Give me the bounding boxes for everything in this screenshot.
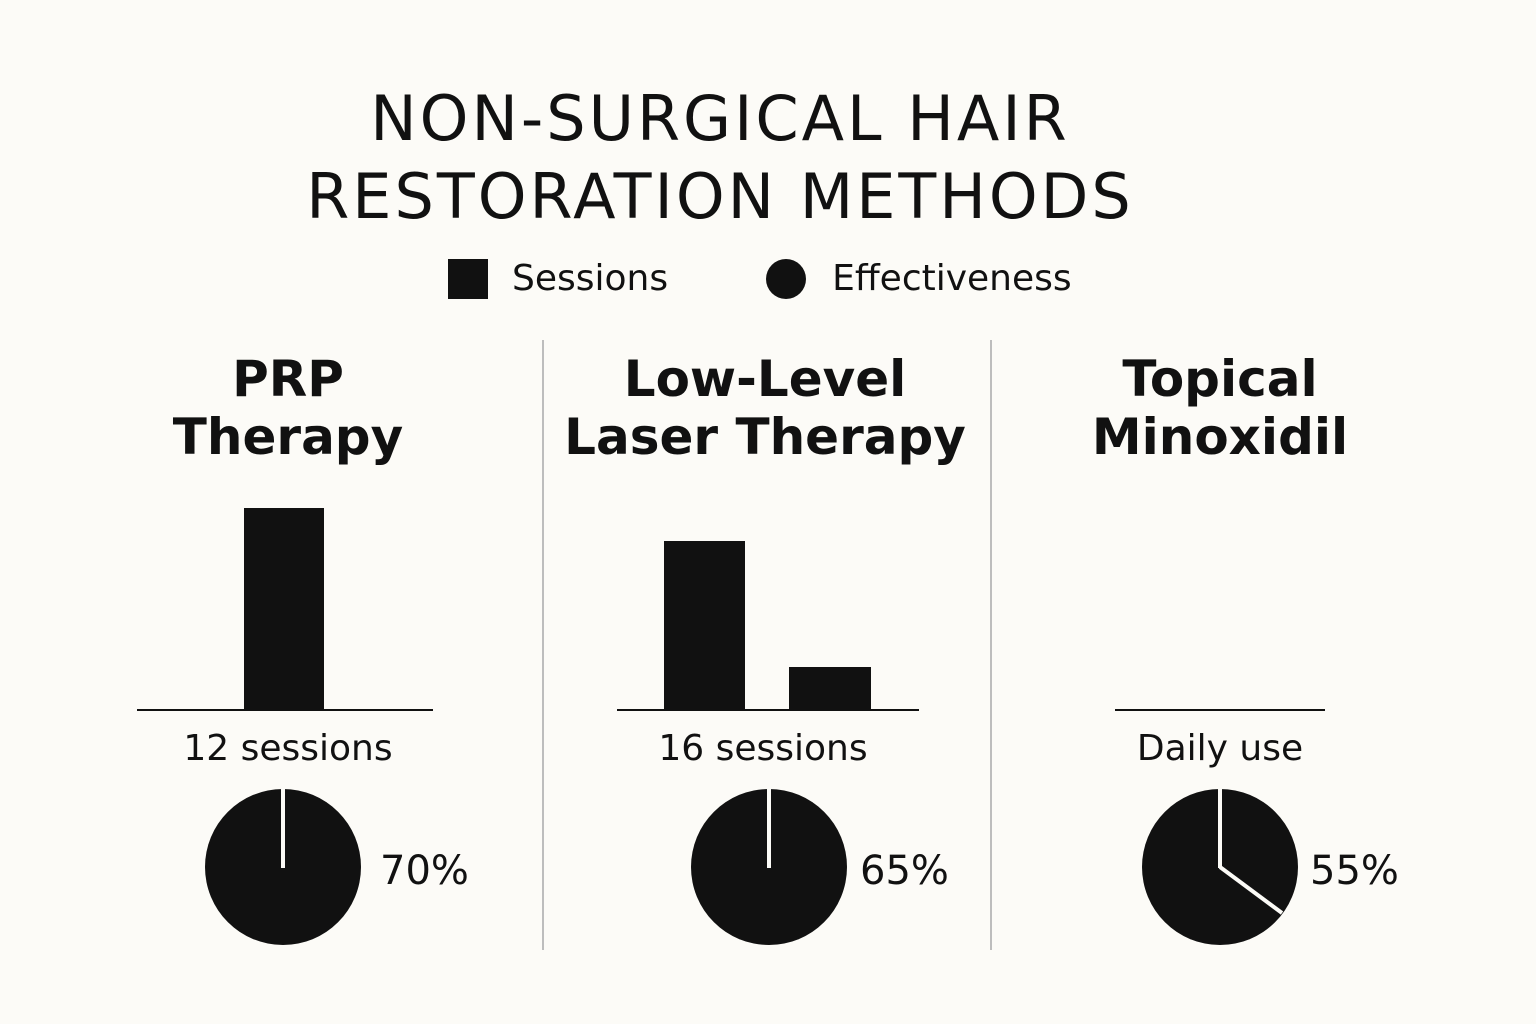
square-icon: [448, 258, 488, 299]
sessions-label: 12 sessions: [183, 728, 393, 769]
chart-title: NON-SURGICAL HAIR RESTORATION METHODS: [0, 80, 1440, 236]
sessions-bar-secondary: [789, 667, 871, 710]
divider: [542, 340, 544, 950]
effectiveness-value: 55%: [1310, 848, 1399, 894]
legend: Sessions Effectiveness: [448, 258, 1072, 299]
sessions-bar: [244, 508, 324, 710]
effectiveness-pie: [205, 788, 361, 945]
method-title-minoxidil: Topical Minoxidil: [1010, 350, 1430, 466]
baseline: [137, 709, 433, 711]
legend-effectiveness: Effectiveness: [832, 258, 1072, 299]
divider: [990, 340, 992, 950]
legend-sessions: Sessions: [512, 258, 669, 299]
sessions-label: Daily use: [1136, 728, 1304, 769]
method-title-line: Therapy: [172, 408, 404, 466]
title-line-1: NON-SURGICAL HAIR: [370, 82, 1070, 155]
method-title-line: Laser Therapy: [564, 408, 966, 466]
method-title-prp: PRP Therapy: [78, 350, 498, 466]
method-title-line: Minoxidil: [1091, 408, 1349, 466]
effectiveness-value: 65%: [860, 848, 949, 894]
baseline: [617, 709, 919, 711]
baseline: [1115, 709, 1325, 711]
method-title-line: PRP: [232, 350, 344, 408]
sessions-bar: [664, 541, 745, 710]
method-title-line: Topical: [1122, 350, 1318, 408]
title-line-2: RESTORATION METHODS: [306, 160, 1134, 233]
effectiveness-value: 70%: [380, 848, 469, 894]
circle-icon: [766, 258, 807, 299]
effectiveness-pie: [1142, 788, 1298, 945]
method-title-line: Low-Level: [623, 350, 907, 408]
effectiveness-pie: [691, 788, 847, 945]
sessions-label: 16 sessions: [658, 728, 868, 769]
method-title-lllt: Low-Level Laser Therapy: [555, 350, 975, 466]
